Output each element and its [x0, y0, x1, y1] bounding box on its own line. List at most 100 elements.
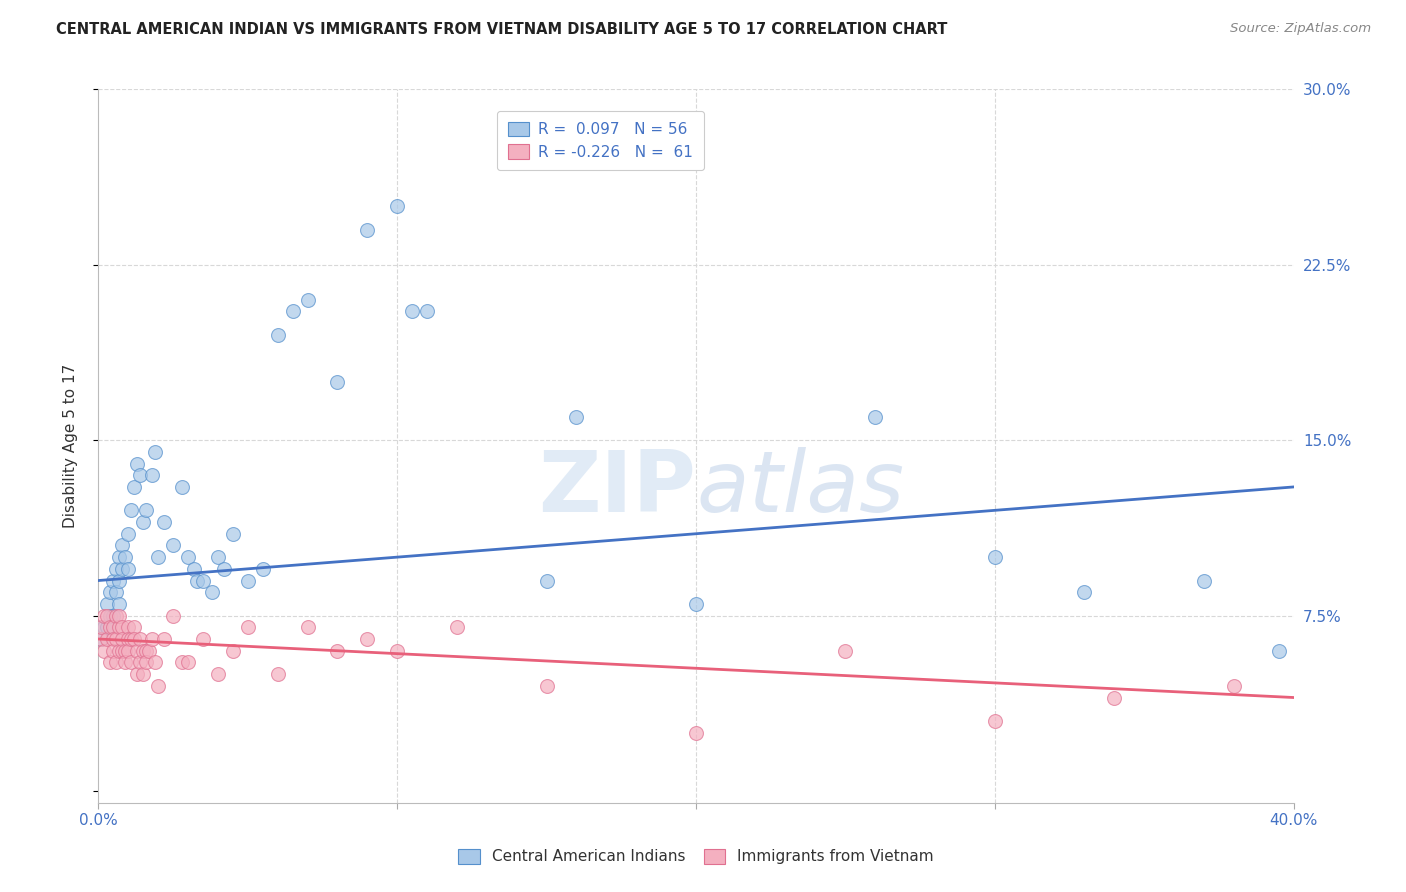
Point	[124, 632, 146, 646]
Point	[100, 620, 122, 634]
Point	[148, 679, 170, 693]
Point	[108, 644, 131, 658]
Point	[96, 608, 118, 623]
Point	[132, 515, 155, 529]
Point	[117, 644, 139, 658]
Point	[90, 632, 112, 646]
Point	[385, 199, 409, 213]
Point	[236, 620, 259, 634]
Point	[143, 656, 166, 670]
Point	[148, 550, 170, 565]
Point	[96, 597, 118, 611]
Point	[105, 656, 128, 670]
Point	[111, 644, 134, 658]
Point	[141, 632, 163, 646]
Point	[177, 550, 200, 565]
Text: CENTRAL AMERICAN INDIAN VS IMMIGRANTS FROM VIETNAM DISABILITY AGE 5 TO 17 CORREL: CENTRAL AMERICAN INDIAN VS IMMIGRANTS FR…	[56, 22, 948, 37]
Point	[103, 632, 125, 646]
Point	[162, 608, 184, 623]
Point	[108, 620, 131, 634]
Point	[124, 620, 146, 634]
Point	[96, 632, 118, 646]
Point	[105, 608, 128, 623]
Point	[135, 503, 157, 517]
Point	[281, 304, 304, 318]
Point	[416, 304, 439, 318]
Point	[108, 608, 131, 623]
Point	[114, 656, 136, 670]
Point	[103, 574, 125, 588]
Point	[1267, 644, 1289, 658]
Point	[114, 644, 136, 658]
Point	[117, 632, 139, 646]
Point	[141, 468, 163, 483]
Point	[111, 562, 134, 576]
Point	[356, 632, 378, 646]
Point	[177, 656, 200, 670]
Point	[100, 585, 122, 599]
Point	[297, 293, 319, 307]
Point	[127, 667, 149, 681]
Point	[207, 550, 229, 565]
Point	[297, 620, 319, 634]
Point	[207, 667, 229, 681]
Point	[117, 526, 139, 541]
Point	[222, 526, 245, 541]
Point	[834, 644, 856, 658]
Point	[111, 620, 134, 634]
Point	[93, 608, 115, 623]
Point	[153, 632, 176, 646]
Point	[132, 644, 155, 658]
Point	[103, 620, 125, 634]
Point	[267, 327, 290, 342]
Point	[565, 409, 588, 424]
Point	[108, 550, 131, 565]
Point	[111, 538, 134, 552]
Legend: Central American Indians, Immigrants from Vietnam: Central American Indians, Immigrants fro…	[449, 839, 943, 873]
Point	[120, 632, 142, 646]
Point	[172, 480, 194, 494]
Point	[984, 714, 1007, 728]
Point	[685, 725, 707, 739]
Point	[93, 644, 115, 658]
Point	[401, 304, 423, 318]
Text: atlas: atlas	[696, 447, 904, 531]
Point	[120, 656, 142, 670]
Point	[127, 457, 149, 471]
Point	[212, 562, 235, 576]
Point	[865, 409, 887, 424]
Point	[1104, 690, 1126, 705]
Point	[191, 574, 214, 588]
Point	[385, 644, 409, 658]
Point	[120, 503, 142, 517]
Point	[132, 667, 155, 681]
Point	[1192, 574, 1215, 588]
Point	[129, 656, 152, 670]
Point	[117, 562, 139, 576]
Point	[186, 574, 208, 588]
Point	[162, 538, 184, 552]
Point	[143, 445, 166, 459]
Point	[129, 468, 152, 483]
Point	[1073, 585, 1095, 599]
Point	[117, 620, 139, 634]
Point	[326, 644, 349, 658]
Y-axis label: Disability Age 5 to 17: Disability Age 5 to 17	[63, 364, 77, 528]
Point	[267, 667, 290, 681]
Point	[1223, 679, 1246, 693]
Point	[108, 574, 131, 588]
Point	[100, 608, 122, 623]
Point	[138, 644, 160, 658]
Point	[96, 620, 118, 634]
Point	[135, 656, 157, 670]
Point	[685, 597, 707, 611]
Point	[105, 562, 128, 576]
Point	[446, 620, 468, 634]
Point	[93, 620, 115, 634]
Point	[135, 644, 157, 658]
Point	[124, 480, 146, 494]
Point	[536, 679, 558, 693]
Point	[105, 585, 128, 599]
Point	[114, 550, 136, 565]
Point	[127, 644, 149, 658]
